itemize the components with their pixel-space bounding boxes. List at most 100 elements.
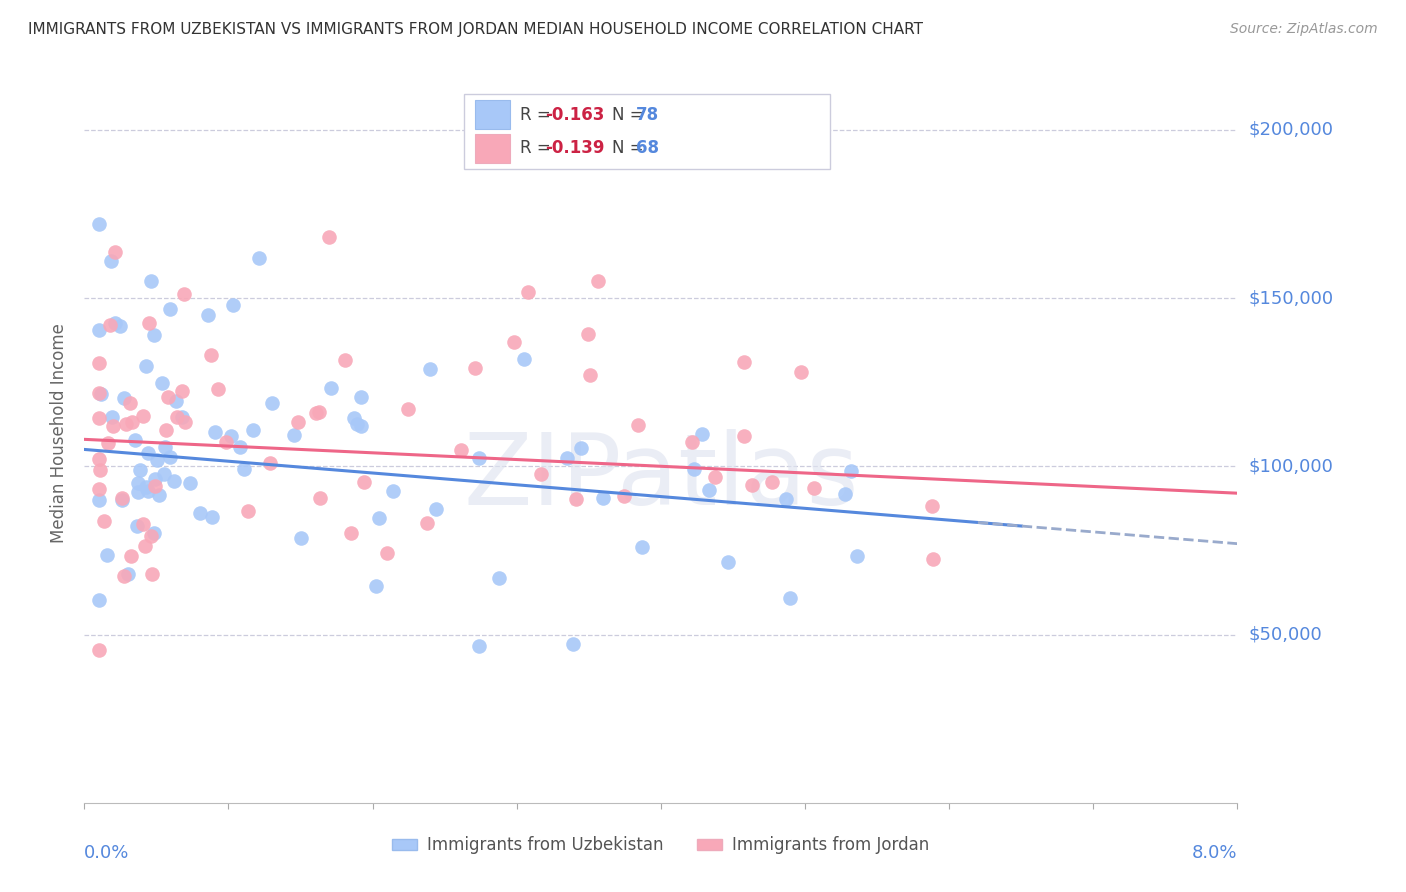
Point [200, 348, 222, 362]
Point [162, 474, 184, 488]
Point [111, 491, 134, 505]
Point [565, 492, 588, 507]
Text: R =: R = [520, 139, 557, 157]
Point [173, 287, 195, 301]
Point [135, 480, 157, 494]
Point [131, 409, 153, 423]
Point [308, 405, 330, 419]
Point [834, 487, 856, 501]
Point [381, 484, 404, 499]
Text: $200,000: $200,000 [1249, 120, 1334, 139]
Point [87, 217, 110, 231]
Point [110, 318, 132, 333]
Point [318, 230, 340, 244]
Point [135, 359, 157, 373]
Point [238, 504, 260, 518]
Point [375, 546, 398, 560]
Point [353, 475, 375, 490]
Point [576, 326, 599, 341]
Point [87, 323, 110, 337]
Text: IMMIGRANTS FROM UZBEKISTAN VS IMMIGRANTS FROM JORDAN MEDIAN HOUSEHOLD INCOME COR: IMMIGRANTS FROM UZBEKISTAN VS IMMIGRANTS… [28, 22, 924, 37]
Point [517, 285, 540, 299]
Point [97, 436, 120, 450]
Text: N =: N = [612, 106, 648, 124]
Point [100, 254, 122, 268]
Text: $150,000: $150,000 [1249, 289, 1334, 307]
Point [569, 442, 592, 456]
Point [803, 481, 825, 495]
Point [839, 464, 862, 478]
Point [215, 435, 238, 450]
Point [333, 352, 356, 367]
Point [87, 410, 110, 425]
Text: R =: R = [520, 106, 557, 124]
Text: Source: ZipAtlas.com: Source: ZipAtlas.com [1230, 22, 1378, 37]
Point [127, 485, 149, 500]
Point [134, 539, 156, 553]
Point [132, 516, 155, 531]
Point [779, 591, 801, 605]
Point [346, 417, 368, 432]
Point [159, 302, 181, 317]
Point [789, 365, 811, 379]
Point [513, 352, 536, 367]
Point [921, 552, 943, 566]
Point [845, 549, 868, 564]
Point [233, 462, 256, 476]
Point [488, 571, 510, 585]
Point [141, 529, 163, 543]
Text: $100,000: $100,000 [1249, 458, 1334, 475]
Point [87, 482, 110, 496]
Point [761, 475, 783, 489]
Point [416, 516, 439, 530]
Point [87, 643, 110, 657]
Point [242, 423, 264, 437]
Point [343, 410, 366, 425]
Point [613, 489, 636, 503]
Text: ZIPatlas: ZIPatlas [463, 428, 859, 525]
Point [87, 452, 110, 467]
Point [103, 418, 125, 433]
Point [143, 479, 166, 493]
Text: 8.0%: 8.0% [1192, 844, 1237, 862]
Point [128, 463, 150, 477]
Point [683, 462, 706, 476]
Point [221, 298, 243, 312]
Point [87, 493, 110, 508]
Point [156, 390, 179, 404]
Point [627, 418, 650, 433]
Point [290, 532, 312, 546]
Point [139, 274, 162, 288]
Point [96, 548, 118, 562]
Point [699, 483, 721, 497]
Point [350, 418, 373, 433]
Point [153, 440, 176, 454]
Point [124, 434, 146, 448]
Point [112, 568, 135, 582]
Point [103, 316, 125, 330]
Point [690, 427, 713, 442]
Point [136, 446, 159, 460]
Point [733, 355, 755, 369]
Point [89, 386, 111, 401]
Text: $50,000: $50,000 [1249, 625, 1323, 643]
Point [204, 425, 226, 440]
Point [87, 593, 110, 607]
Point [368, 511, 391, 525]
Point [166, 410, 188, 425]
Point [419, 361, 441, 376]
Point [90, 387, 112, 401]
Point [350, 390, 373, 404]
Text: -0.163: -0.163 [546, 106, 605, 124]
Point [172, 409, 194, 424]
Point [142, 525, 165, 540]
Point [309, 491, 332, 505]
Point [464, 361, 486, 376]
Point [578, 368, 600, 383]
Point [138, 316, 160, 330]
Point [197, 308, 219, 322]
Point [262, 396, 284, 410]
Point [592, 491, 614, 506]
Point [115, 417, 138, 431]
Point [425, 501, 447, 516]
